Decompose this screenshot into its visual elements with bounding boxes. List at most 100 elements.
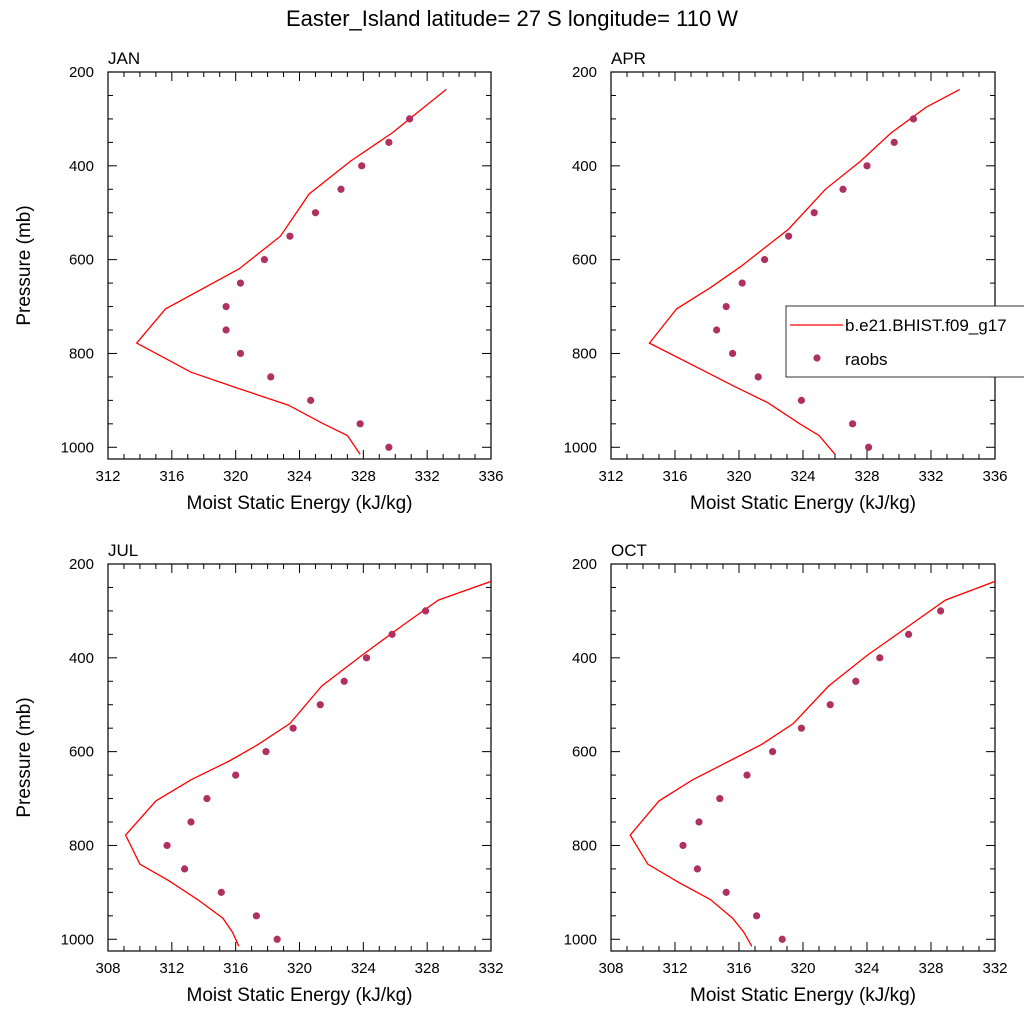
raobs-point: [797, 724, 806, 732]
raobs-point: [260, 256, 268, 264]
raobs-point: [716, 794, 724, 803]
x-tick-label: 308: [95, 960, 120, 977]
raobs-point: [385, 138, 393, 146]
plot-area: [648, 88, 961, 455]
raobs-point: [810, 209, 818, 217]
y-tick-label: 1000: [564, 931, 597, 948]
raobs-point: [743, 771, 751, 779]
raobs-point: [753, 912, 761, 920]
x-tick-label: 324: [287, 468, 312, 485]
x-tick-label: 316: [223, 960, 248, 977]
x-tick-label: 336: [982, 468, 1007, 485]
raobs-point: [738, 279, 746, 287]
x-axis-label: Moist Static Energy (kJ/kg): [690, 985, 916, 1006]
y-axis-label: Pressure (mb): [14, 697, 35, 817]
raobs-point: [852, 677, 860, 685]
raobs-point: [316, 701, 324, 709]
y-tick-label: 600: [572, 252, 597, 269]
x-tick-label: 324: [790, 468, 815, 485]
raobs-point: [307, 396, 315, 404]
x-tick-label: 320: [790, 960, 815, 977]
panels: JAN 312 316 320 324 328 332 336 200 400 600 800 1000…: [14, 49, 1024, 1006]
raobs-point: [797, 396, 806, 404]
raobs-point: [273, 935, 281, 943]
raobs-point: [187, 818, 195, 826]
panel-jul: JUL 308 312 316 320 324 328 332 200 400 600 800 1000…: [14, 541, 504, 1006]
y-tick-label: 1000: [61, 439, 94, 456]
x-tick-label: 316: [726, 960, 751, 977]
plot-area: [135, 88, 447, 455]
y-tick-label: 200: [69, 556, 94, 573]
raobs-point: [778, 935, 786, 943]
x-tick-label: 328: [351, 468, 376, 485]
legend-label-model: b.e21.BHIST.f09_g17: [845, 316, 1007, 335]
model-line: [629, 580, 995, 947]
raobs-point: [937, 607, 945, 615]
raobs-point: [890, 138, 898, 146]
y-tick-label: 800: [572, 837, 597, 854]
x-tick-label: 316: [662, 468, 687, 485]
x-tick-label: 320: [287, 960, 312, 977]
raobs-point: [236, 279, 245, 287]
x-tick-label: 328: [854, 468, 879, 485]
raobs-point: [262, 748, 270, 756]
raobs-point: [289, 724, 297, 732]
raobs-point: [713, 326, 721, 334]
plot-frame: [107, 563, 492, 952]
plot-frame: [610, 563, 996, 952]
raobs-point: [337, 185, 345, 193]
y-tick-label: 200: [572, 64, 597, 81]
x-tick-label: 320: [223, 468, 248, 485]
raobs-point: [358, 162, 366, 170]
raobs-point: [421, 607, 430, 615]
y-tick-label: 400: [572, 650, 597, 667]
raobs-point: [236, 349, 245, 358]
panel-label: JAN: [108, 49, 140, 68]
y-axis-label: Pressure (mb): [14, 205, 35, 325]
y-tick-label: 200: [572, 556, 597, 573]
x-tick-label: 312: [159, 960, 184, 977]
x-tick-label: 312: [598, 468, 623, 485]
panel-apr: APR 312 316 320 324 328 332 336 200 400 600 800 1000…: [564, 49, 1024, 514]
raobs-point: [695, 818, 703, 826]
y-tick-label: 800: [69, 345, 94, 362]
raobs-point: [905, 630, 913, 638]
raobs-point: [252, 912, 261, 920]
y-tick-label: 1000: [61, 931, 94, 948]
raobs-point: [311, 209, 320, 217]
x-tick-label: 308: [598, 960, 623, 977]
y-tick-label: 600: [572, 744, 597, 761]
y-tick-label: 600: [69, 744, 94, 761]
y-tick-label: 200: [69, 64, 94, 81]
raobs-point: [722, 888, 730, 896]
plot-area: [629, 580, 995, 947]
raobs-point: [722, 302, 730, 311]
y-tick-label: 400: [69, 650, 94, 667]
raobs-point: [679, 841, 687, 850]
raobs-point: [865, 443, 873, 451]
x-tick-label: 332: [478, 960, 503, 977]
x-tick-label: 316: [159, 468, 184, 485]
raobs-point: [217, 888, 225, 896]
raobs-point: [232, 771, 240, 779]
raobs-point: [849, 420, 857, 428]
x-tick-label: 332: [415, 468, 440, 485]
raobs-point: [839, 185, 847, 193]
raobs-point: [222, 302, 230, 311]
raobs-point: [909, 115, 918, 123]
x-tick-label: 324: [351, 960, 376, 977]
plot-frame: [107, 71, 492, 460]
raobs-point: [826, 701, 834, 709]
raobs-point: [876, 654, 884, 662]
raobs-point: [769, 748, 777, 756]
raobs-point: [362, 654, 371, 662]
raobs-point: [406, 115, 414, 123]
x-tick-label: 336: [478, 468, 503, 485]
x-tick-label: 324: [854, 960, 879, 977]
y-tick-label: 600: [69, 252, 94, 269]
x-tick-label: 328: [415, 960, 440, 977]
x-axis-label: Moist Static Energy (kJ/kg): [690, 493, 916, 514]
y-tick-label: 400: [572, 158, 597, 175]
